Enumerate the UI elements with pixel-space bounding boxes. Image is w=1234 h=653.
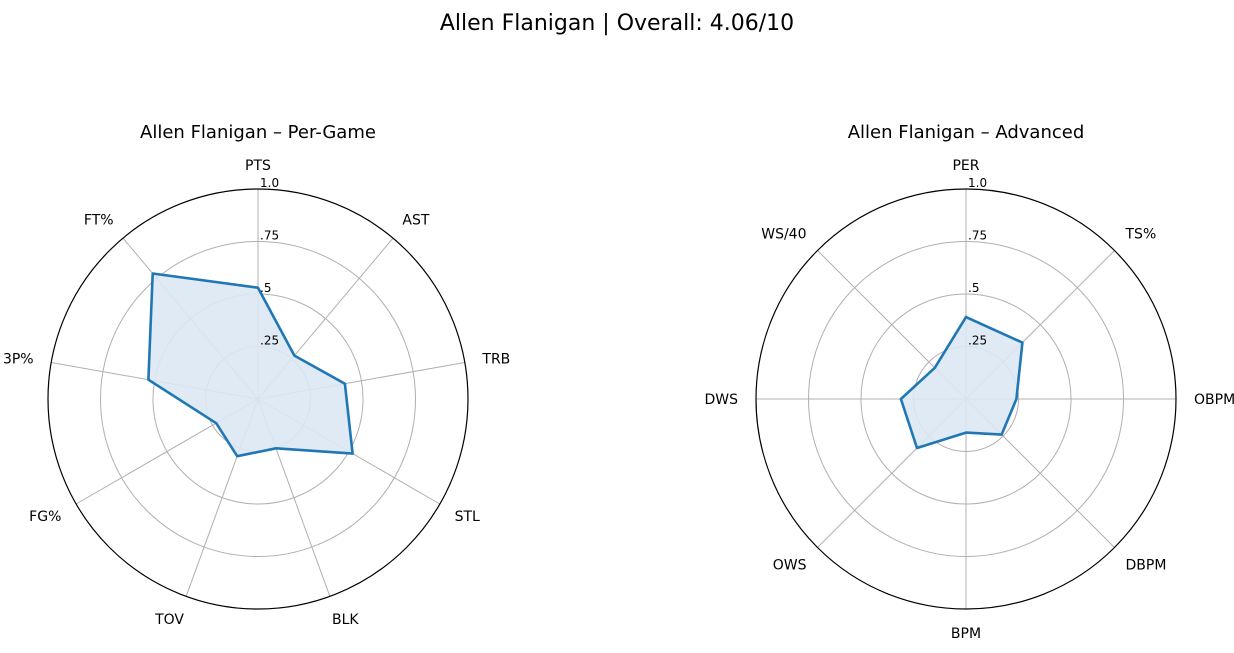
radar-chart-per-game: Allen Flanigan – Per-Game .25 .5 .75 1.0 PTS…: [3, 122, 510, 628]
category-label: OWS: [773, 558, 807, 574]
category-label: AST: [402, 213, 429, 229]
category-label: PTS: [245, 158, 271, 174]
series-line: [147, 272, 354, 458]
category-label: OBPM: [1194, 392, 1234, 408]
category-label: BPM: [951, 626, 981, 642]
series-line: [899, 315, 1024, 450]
radial-tick-label: .75: [968, 229, 987, 243]
figure-title: Allen Flanigan | Overall: 4.06/10: [440, 11, 794, 36]
category-label: TRB: [481, 351, 510, 367]
chart-title: Allen Flanigan – Per-Game: [140, 122, 376, 143]
chart-title: Allen Flanigan – Advanced: [848, 122, 1085, 143]
radar-chart-advanced: Allen Flanigan – Advanced .25 .5 .75 1.0 PER…: [704, 122, 1234, 642]
radial-tick-label: .5: [968, 281, 979, 295]
category-label: DBPM: [1126, 558, 1167, 574]
category-label: FT%: [84, 213, 114, 229]
category-label: STL: [455, 509, 480, 525]
series-fill: [900, 317, 1023, 448]
category-label: BLK: [332, 612, 359, 628]
category-label: WS/40: [761, 227, 806, 243]
radial-tick-label: .25: [260, 334, 279, 348]
polar-frame: [755, 188, 1177, 610]
category-label: 3P%: [3, 351, 34, 367]
category-label: DWS: [704, 392, 738, 408]
radial-tick-label: .25: [968, 334, 987, 348]
series-fill: [148, 273, 353, 457]
category-label: TS%: [1125, 227, 1157, 243]
category-label: PER: [952, 158, 979, 174]
radial-tick-label: .75: [260, 229, 279, 243]
radial-tick-label: .5: [260, 281, 271, 295]
radial-tick-label: 1.0: [968, 176, 987, 190]
radial-tick-label: 1.0: [260, 176, 279, 190]
polar-frame: [47, 188, 469, 610]
category-label: TOV: [154, 612, 184, 628]
category-label: FG%: [29, 509, 61, 525]
